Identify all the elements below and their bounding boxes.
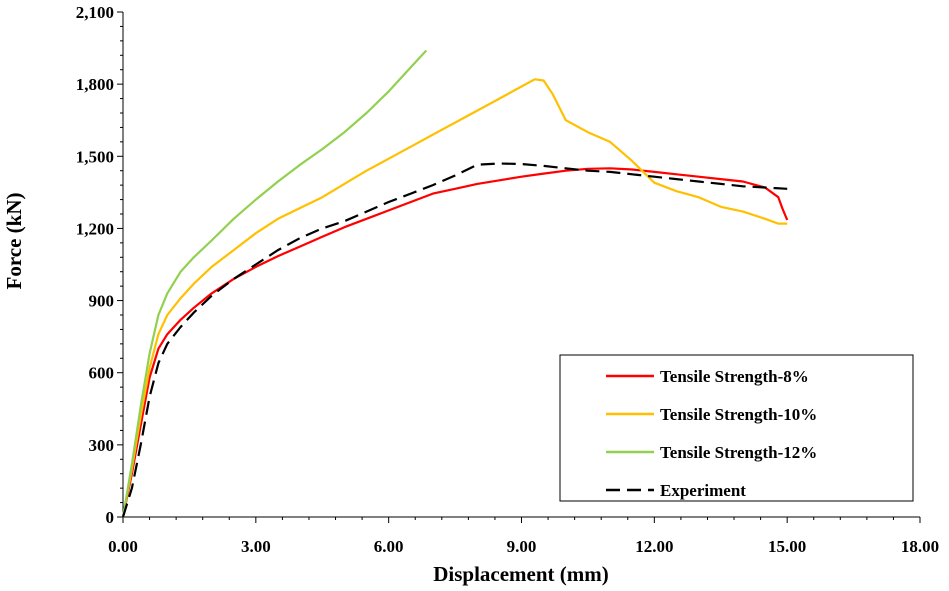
legend-box: [559, 354, 914, 502]
y-tick-label: 600: [89, 364, 115, 383]
legend-label-4: Experiment: [660, 481, 746, 500]
legend-label-1: Tensile Strength-8%: [660, 367, 809, 386]
y-tick-label: 1,500: [76, 147, 114, 166]
y-tick-label: 2,100: [76, 3, 114, 22]
series-layer: [121, 49, 789, 518]
x-tick-label: 0.00: [108, 537, 138, 556]
y-tick-label: 900: [89, 292, 115, 311]
x-tick-label: 12.00: [635, 537, 673, 556]
x-tick-label: 6.00: [374, 537, 404, 556]
y-tick-label: 0: [106, 508, 115, 527]
x-axis-title: Displacement (mm): [433, 562, 609, 586]
x-tick-label: 15.00: [768, 537, 806, 556]
legend-label-2: Tensile Strength-10%: [660, 405, 817, 424]
series-line-1: [121, 167, 789, 518]
y-axis-title: Force (kN): [2, 193, 26, 290]
y-tick-label: 1,200: [76, 219, 114, 238]
axes-layer: 0 300 600 900 1,200 1,500 1,800 2,100 0.00 3.00 6.…: [76, 3, 939, 556]
x-tick-label: 3.00: [241, 537, 271, 556]
legend: Tensile Strength-8% Tensile Strength-10% T…: [559, 354, 914, 502]
series-line-2: [121, 78, 788, 518]
legend-label-3: Tensile Strength-12%: [660, 443, 817, 462]
y-tick-label: 300: [89, 436, 115, 455]
y-tick-label: 1,800: [76, 75, 114, 94]
series-line-4: [121, 162, 788, 518]
x-tick-label: 9.00: [507, 537, 537, 556]
x-tick-label: 18.00: [901, 537, 939, 556]
series-line-3: [121, 49, 428, 518]
